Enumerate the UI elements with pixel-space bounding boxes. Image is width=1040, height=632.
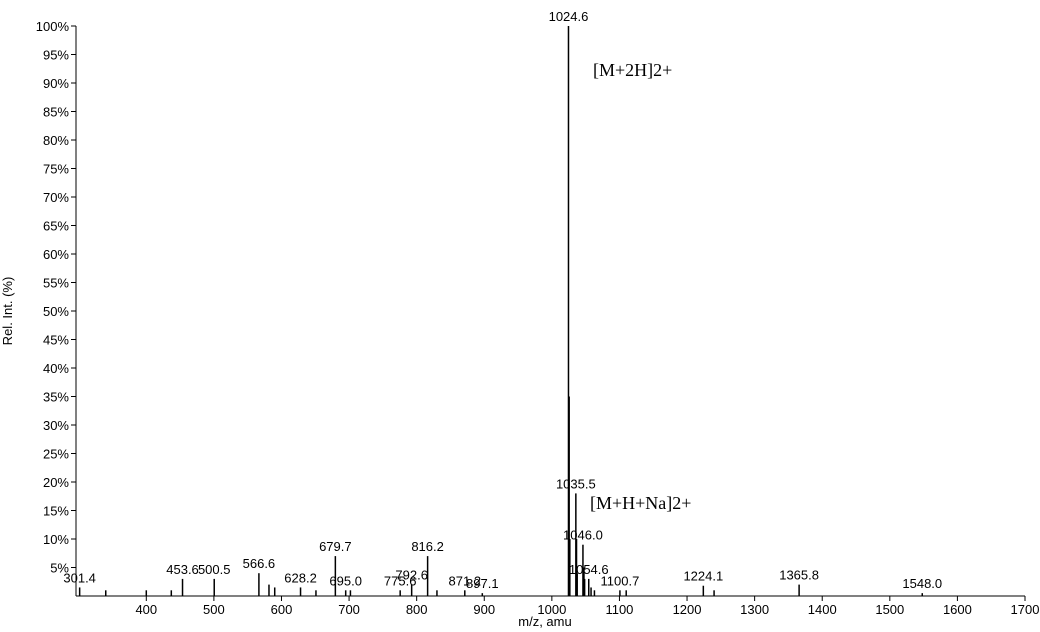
y-tick-label: 50%: [43, 304, 69, 319]
peak-label: 775.6: [384, 573, 417, 588]
x-axis-label: m/z, amu: [518, 614, 571, 629]
y-tick-label: 95%: [43, 48, 69, 63]
x-tick-label: 500: [203, 602, 225, 617]
annotation: [M+H+Na]2+: [590, 493, 691, 513]
peak-label: 816.2: [411, 539, 444, 554]
y-tick-label: 35%: [43, 390, 69, 405]
peak-label: 695.0: [329, 573, 362, 588]
peak-label: 1046.0: [563, 528, 603, 543]
peak-label: 628.2: [284, 570, 317, 585]
y-tick-label: 10%: [43, 532, 69, 547]
y-tick-label: 85%: [43, 105, 69, 120]
y-tick-label: 100%: [36, 19, 70, 34]
y-tick-label: 15%: [43, 504, 69, 519]
y-tick-label: 75%: [43, 162, 69, 177]
x-tick-label: 1200: [673, 602, 702, 617]
x-tick-label: 1100: [605, 602, 633, 617]
y-tick-label: 80%: [43, 133, 69, 148]
y-tick-label: 60%: [43, 247, 69, 262]
x-tick-label: 400: [135, 602, 157, 617]
peak-label: 301.4: [63, 570, 96, 585]
peak-label: 871.2: [449, 573, 482, 588]
peak-label: 500.5: [198, 562, 231, 577]
x-tick-label: 700: [338, 602, 360, 617]
x-tick-label: 1300: [740, 602, 769, 617]
x-tick-label: 1000: [537, 602, 566, 617]
y-tick-label: 40%: [43, 361, 69, 376]
x-tick-label: 1400: [808, 602, 837, 617]
y-axis-label: Rel. Int. (%): [0, 277, 15, 346]
annotation: [M+2H]2+: [593, 60, 672, 80]
peak-label: 679.7: [319, 539, 352, 554]
peak-label: 897.1: [466, 576, 499, 591]
y-tick-label: 5%: [50, 561, 69, 576]
y-tick-label: 65%: [43, 219, 69, 234]
x-tick-label: 600: [271, 602, 293, 617]
x-tick-label: 1600: [943, 602, 972, 617]
y-tick-label: 30%: [43, 418, 69, 433]
peak-label: 566.6: [243, 556, 276, 571]
peak-label: 1365.8: [779, 568, 819, 583]
peak-label: 1035.5: [556, 476, 596, 491]
peak-label: 792.6: [395, 568, 428, 583]
x-tick-label: 800: [406, 602, 428, 617]
y-tick-label: 20%: [43, 475, 69, 490]
y-tick-label: 25%: [43, 447, 69, 462]
x-tick-label: 1700: [1011, 602, 1040, 617]
y-tick-label: 90%: [43, 76, 69, 91]
x-tick-label: 1500: [875, 602, 904, 617]
y-tick-label: 55%: [43, 276, 69, 291]
peak-label: 1054.6: [569, 562, 609, 577]
peak-label: 1100.7: [601, 573, 640, 588]
peak-label: 1548.0: [902, 576, 942, 591]
peak-label: 1224.1: [683, 569, 723, 584]
peak-label: 1024.6: [549, 9, 589, 24]
y-tick-label: 70%: [43, 190, 69, 205]
peak-label: 453.6: [166, 562, 199, 577]
y-tick-label: 45%: [43, 333, 69, 348]
x-tick-label: 900: [473, 602, 495, 617]
